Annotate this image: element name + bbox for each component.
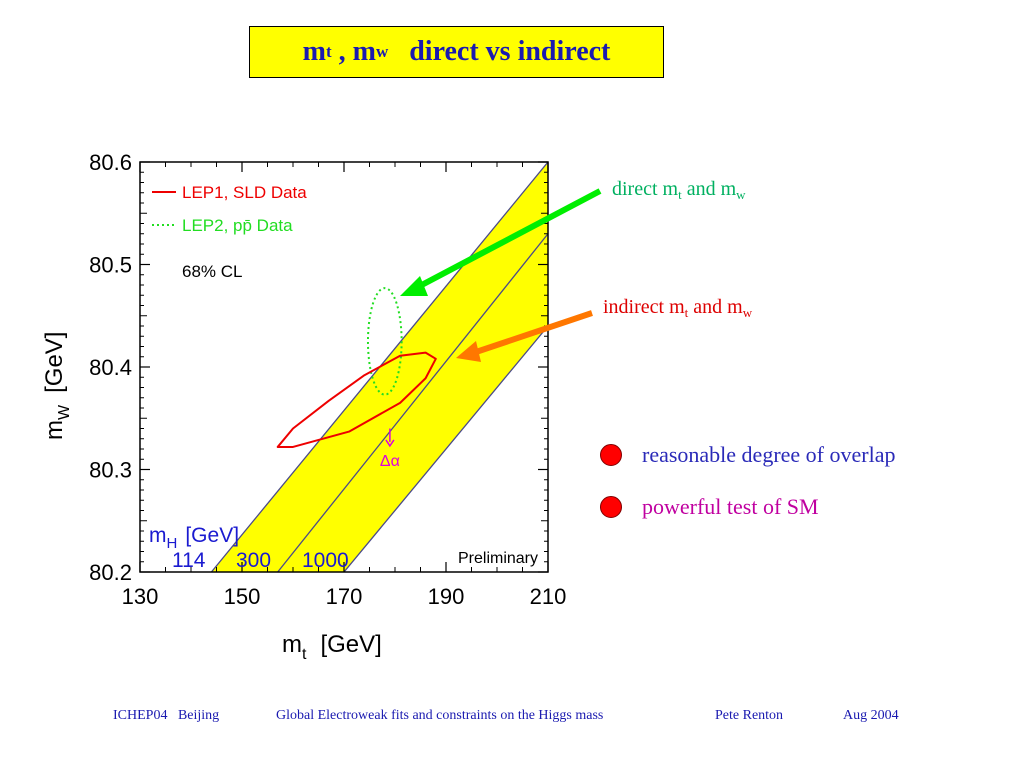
legend-entry-label: LEP1, SLD Data (182, 183, 307, 202)
mh-value-label: 1000 (302, 549, 349, 572)
band-line-mh-300 (277, 233, 548, 572)
direct-annot-sub-w: w (736, 187, 746, 202)
direct-arrow (414, 188, 602, 291)
footer-date: Aug 2004 (843, 708, 899, 723)
y-tick-label: 80.4 (89, 355, 132, 380)
bullet-item: powerful test of SM (600, 494, 819, 520)
cl-label: 68% CL (182, 262, 242, 281)
mh-value-label: 300 (236, 549, 271, 572)
x-tick-label: 150 (224, 584, 261, 609)
indirect-annotation: indirect mt and mw (603, 296, 752, 321)
bullet-text: reasonable degree of overlap (642, 442, 896, 467)
direct-contour (366, 287, 403, 396)
y-tick-label: 80.2 (89, 560, 132, 585)
footer-author: Pete Renton (715, 708, 784, 723)
preliminary-label: Preliminary (458, 550, 538, 567)
title-sub-t: t (325, 42, 332, 61)
bullet-item: reasonable degree of overlap (600, 442, 895, 468)
x-tick-label: 130 (122, 584, 159, 609)
footer-conference: ICHEP04 Beijing (113, 708, 220, 723)
indirect-annot-sub-t: t (684, 305, 689, 320)
y-tick-label: 80.3 (89, 458, 132, 483)
delta-alpha-label: Δα (380, 453, 400, 470)
indirect-arrowhead (456, 341, 481, 362)
bullet-text: powerful test of SM (642, 494, 819, 519)
indirect-arrow (475, 310, 593, 355)
title-m: m (302, 36, 326, 67)
indirect-annot-mid: and m (688, 296, 743, 318)
x-tick-label: 210 (530, 584, 567, 609)
indirect-annot-pre: indirect m (603, 296, 685, 318)
title-sep: , m (331, 36, 376, 67)
bullet-dot-icon (600, 444, 622, 466)
direct-annot-pre: direct m (612, 178, 679, 200)
direct-annot-sub-t: t (678, 187, 682, 202)
direct-arrowhead (400, 276, 428, 296)
direct-annot-mid: and m (681, 178, 737, 200)
delta-alpha-arrowhead (385, 439, 395, 448)
direct-annotation: direct mt and mw (612, 178, 746, 203)
footer-talk-title: Global Electroweak fits and constraints … (276, 708, 604, 723)
x-tick-label: 190 (428, 584, 465, 609)
indirect-annot-sub-w: w (742, 305, 753, 320)
title-sub-w: w (375, 42, 389, 61)
x-axis-label: mt [GeV] (282, 631, 382, 663)
y-tick-label: 80.5 (89, 253, 132, 278)
title-rest: direct vs indirect (388, 36, 611, 67)
mh-label: mH [GeV] (149, 524, 239, 552)
mh-value-label: 114 (172, 549, 206, 572)
x-tick-label: 170 (326, 584, 363, 609)
legend-entry-label: LEP2, pp̄ Data (182, 216, 293, 235)
y-tick-label: 80.6 (89, 150, 132, 175)
bullet-dot-icon (600, 496, 622, 518)
indirect-contour (276, 351, 437, 448)
band-line-mh-1000 (343, 325, 548, 572)
y-axis-label: mW[GeV] (41, 332, 73, 440)
